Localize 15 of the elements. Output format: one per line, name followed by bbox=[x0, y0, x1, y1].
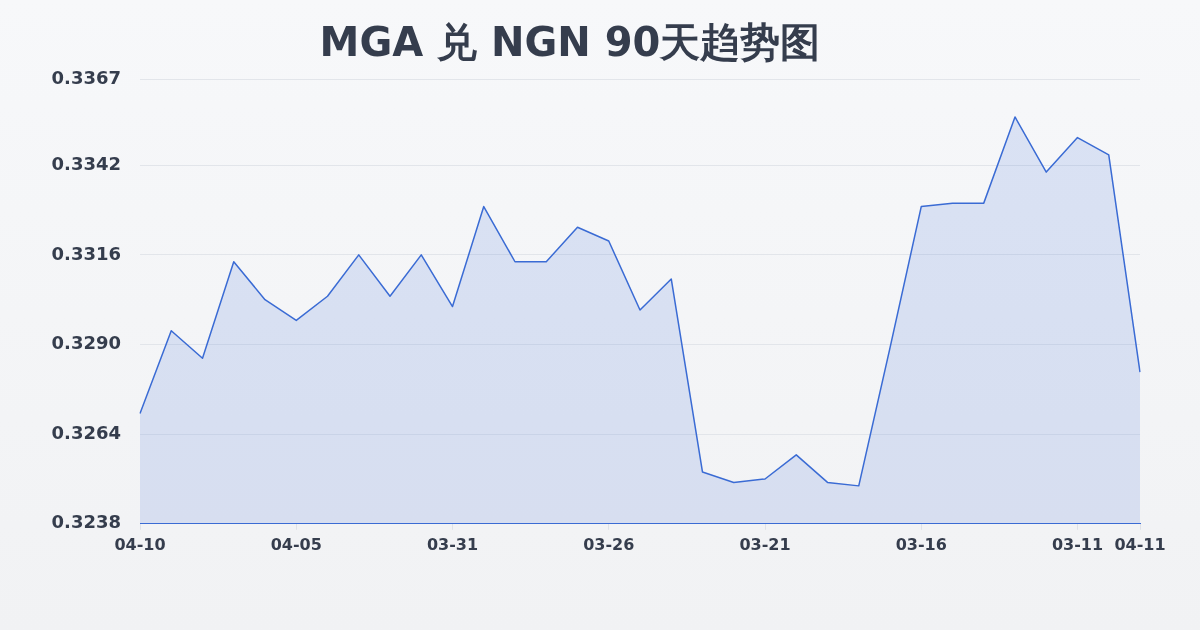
y-tick-label: 0.3316 bbox=[51, 242, 121, 264]
y-tick-label: 0.3238 bbox=[51, 511, 121, 533]
y-tick-label: 0.3367 bbox=[51, 66, 121, 88]
x-tick-label: 03-26 bbox=[583, 534, 635, 554]
x-tick-label: 04-11 bbox=[1114, 534, 1166, 554]
x-tick-label: 03-31 bbox=[426, 534, 479, 554]
x-tick-label: 04-10 bbox=[114, 534, 166, 554]
x-tick-label: 04-05 bbox=[270, 534, 322, 554]
y-tick-label: 0.3342 bbox=[51, 152, 121, 174]
x-tick-label: 03-16 bbox=[895, 534, 947, 554]
y-tick-label: 0.3290 bbox=[51, 332, 121, 354]
x-tick-label: 03-11 bbox=[1051, 534, 1104, 554]
x-tick-label: 03-21 bbox=[739, 534, 791, 554]
chart-title: MGA 兑 NGN 90天趋势图 bbox=[319, 19, 821, 66]
y-tick-label: 0.3264 bbox=[51, 421, 121, 443]
